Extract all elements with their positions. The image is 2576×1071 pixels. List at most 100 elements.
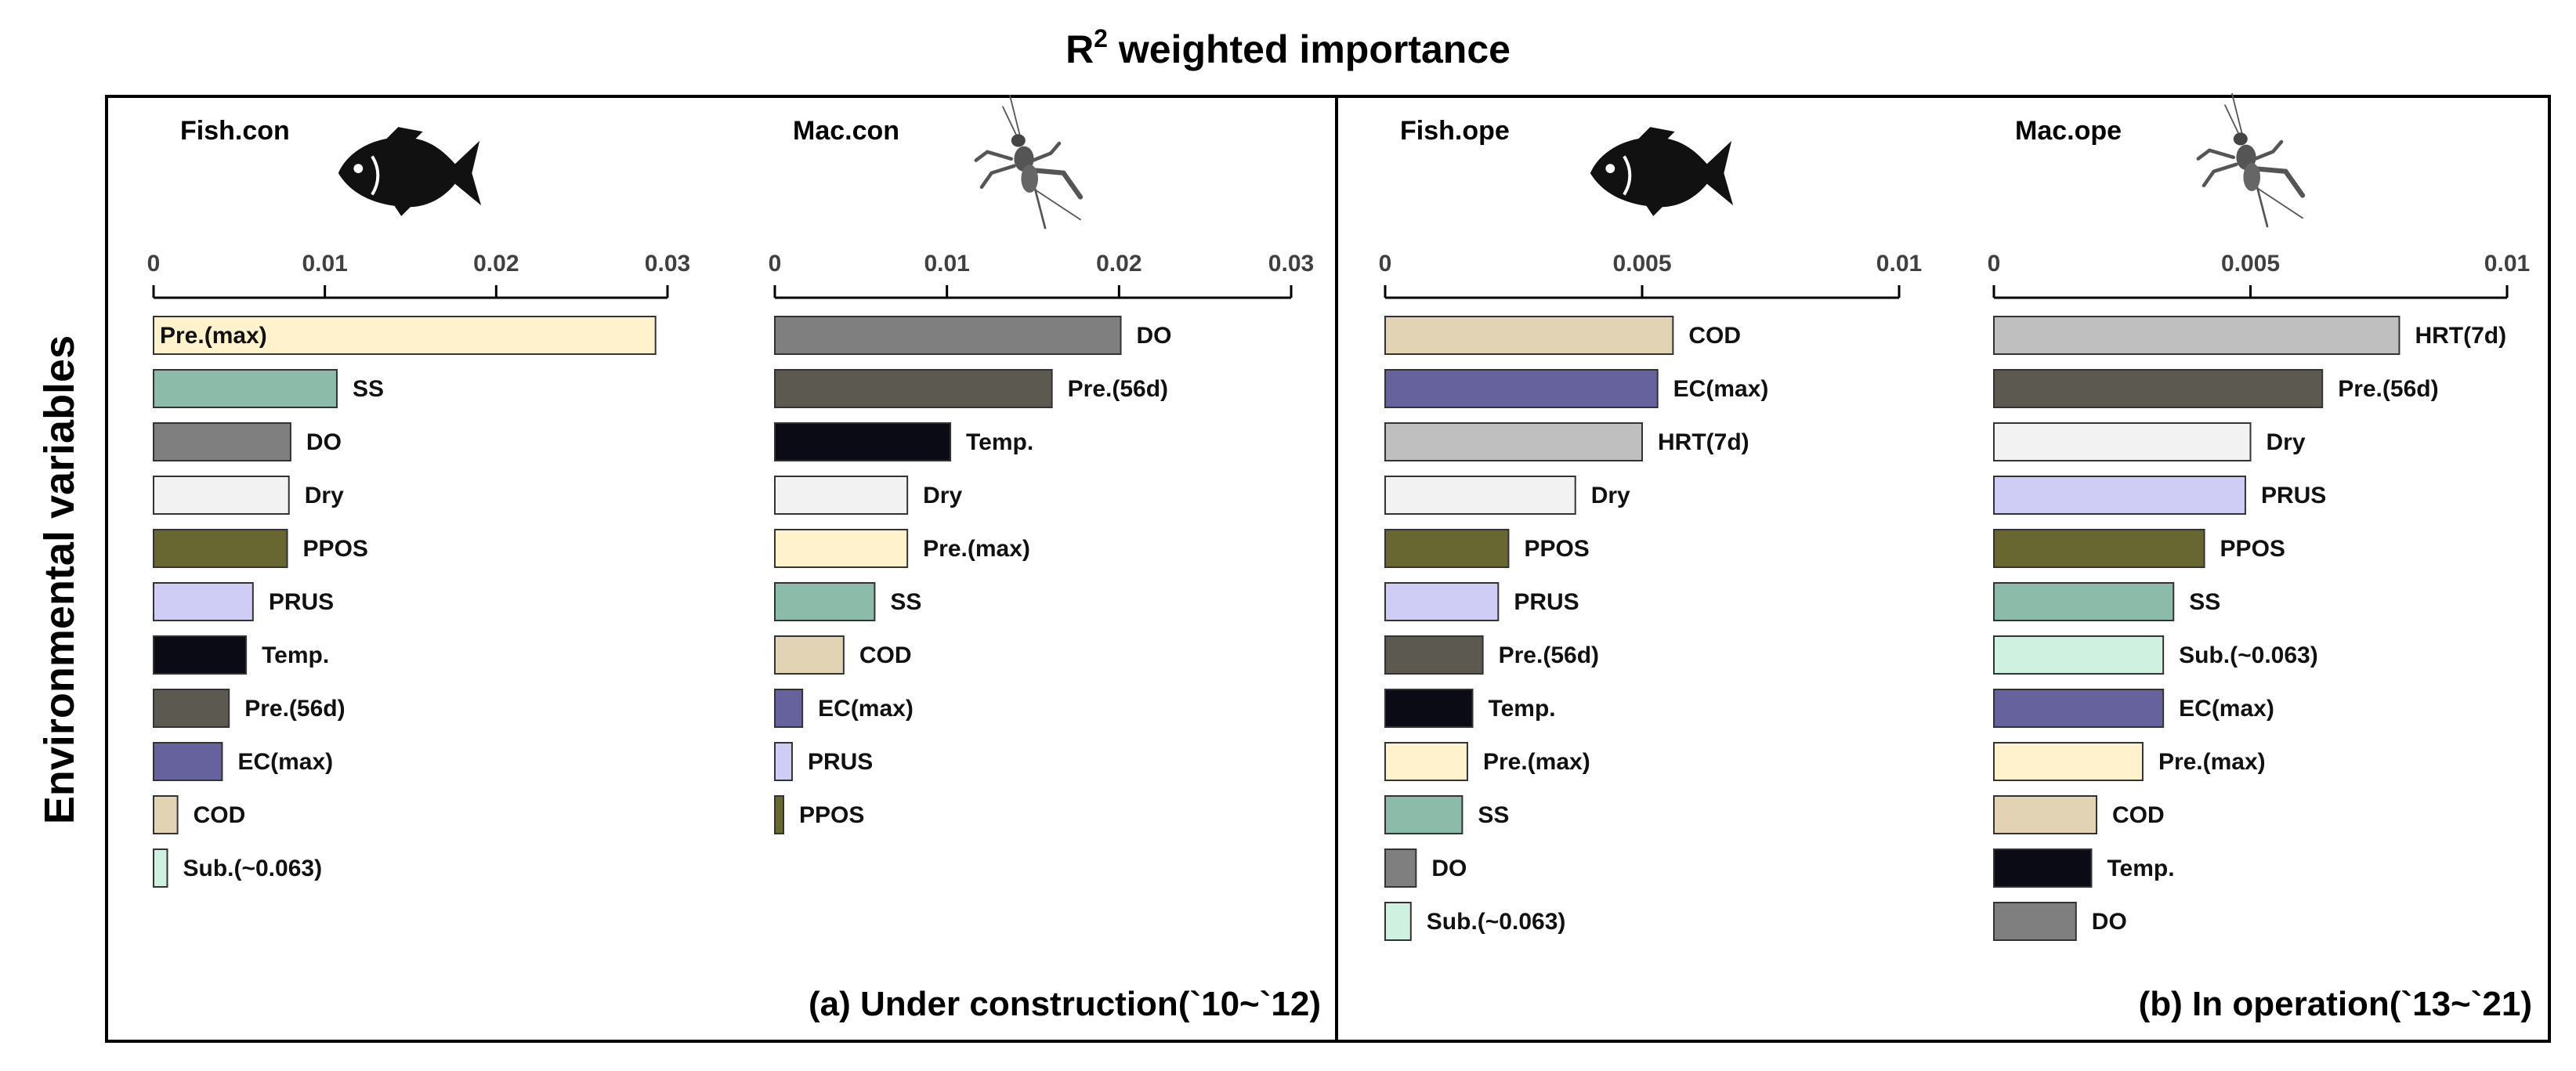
bar-pre-max xyxy=(774,529,909,568)
x-tick-label: 0.005 xyxy=(1612,251,1671,277)
plot-mac-con: 0 0.01 0.02 0.03 DO Pre.(56d) Temp. Dry Pre.(max… xyxy=(769,251,1314,834)
bar-label-pre-56d: Pre.(56d) xyxy=(1068,376,1168,402)
bar-label-dry: Dry xyxy=(923,483,962,508)
bar-label-dry: Dry xyxy=(2267,429,2306,455)
bar-pre-56d xyxy=(774,369,1053,408)
bar-label-sub-0-063: Sub.(~0.063) xyxy=(183,856,322,881)
panel-a-frame xyxy=(105,95,1338,1043)
bar-label-do: DO xyxy=(2092,909,2127,935)
bar-ppos xyxy=(1993,529,2205,568)
figure-title-r: R xyxy=(1065,27,1094,71)
bar-label-temp: Temp. xyxy=(966,429,1033,455)
bar-prus xyxy=(1384,582,1500,621)
y-axis-label: Environmental variables xyxy=(36,335,83,824)
subplot-title-fish-ope: Fish.ope xyxy=(1400,116,1510,146)
bar-label-ss: SS xyxy=(2189,589,2220,615)
bar-label-ec-max: EC(max) xyxy=(2179,696,2274,722)
bar-dry xyxy=(774,476,909,515)
bar-ss xyxy=(1384,795,1463,834)
bar-label-dry: Dry xyxy=(305,483,344,508)
panel-b-caption: (b) In operation(`13~`21) xyxy=(2139,985,2532,1023)
bar-label-do: DO xyxy=(1431,856,1467,881)
bar-label-hrt-7d: HRT(7d) xyxy=(2415,323,2506,349)
subplot-title-mac-ope: Mac.ope xyxy=(2015,116,2122,146)
bar-sub-0-063 xyxy=(1384,902,1412,941)
bar-label-pre-56d: Pre.(56d) xyxy=(244,696,345,722)
bar-label-cod: COD xyxy=(2112,802,2165,828)
bar-ss xyxy=(1993,582,2175,621)
bar-label-cod: COD xyxy=(194,802,246,828)
plot-mac-ope: 0 0.005 0.01 HRT(7d) Pre.(56d) Dry PRUS PPOS SS S… xyxy=(1988,251,2530,941)
x-tick-label: 0.005 xyxy=(2221,251,2280,277)
bar-label-ss: SS xyxy=(353,376,384,402)
bar-prus xyxy=(1993,476,2246,515)
x-tick-label: 0 xyxy=(147,251,161,277)
bar-ss xyxy=(153,369,338,408)
bar-hrt-7d xyxy=(1384,422,1643,461)
x-tick-label: 0.01 xyxy=(302,251,347,277)
bar-ppos xyxy=(1384,529,1510,568)
bar-label-cod: COD xyxy=(1688,323,1741,349)
bar-sub-0-063 xyxy=(153,848,168,888)
bar-label-temp: Temp. xyxy=(1489,696,1556,722)
bar-ec-max xyxy=(153,742,223,781)
bar-ppos xyxy=(774,795,784,834)
bar-label-ec-max: EC(max) xyxy=(818,696,914,722)
bar-label-sub-0-063: Sub.(~0.063) xyxy=(1427,909,1566,935)
bar-label-ppos: PPOS xyxy=(303,536,368,562)
bar-label-ppos: PPOS xyxy=(2220,536,2285,562)
bar-cod xyxy=(153,795,179,834)
bar-label-pre-56d: Pre.(56d) xyxy=(2338,376,2438,402)
bar-prus xyxy=(153,582,254,621)
bar-temp xyxy=(153,635,248,675)
x-tick-label: 0.02 xyxy=(1096,251,1141,277)
bar-dry xyxy=(1993,422,2252,461)
figure-title: R2 weighted importance xyxy=(1065,24,1511,71)
bar-label-ss: SS xyxy=(1478,802,1509,828)
bar-do xyxy=(1993,902,2077,941)
bar-sub-0-063 xyxy=(1993,635,2165,675)
bar-cod xyxy=(1384,316,1674,355)
x-tick-label: 0.01 xyxy=(1876,251,1922,277)
x-tick-label: 0.03 xyxy=(1268,251,1314,277)
bar-label-ec-max: EC(max) xyxy=(237,749,333,775)
x-tick-label: 0.03 xyxy=(645,251,690,277)
bar-label-prus: PRUS xyxy=(808,749,873,775)
panel-b-frame xyxy=(1335,95,2551,1043)
bar-temp xyxy=(1993,848,2093,888)
bar-label-prus: PRUS xyxy=(2261,483,2326,508)
bar-label-ppos: PPOS xyxy=(799,802,864,828)
bar-temp xyxy=(1384,689,1474,728)
bar-label-ppos: PPOS xyxy=(1524,536,1589,562)
bar-label-ec-max: EC(max) xyxy=(1673,376,1769,402)
cricket-icon xyxy=(976,96,1080,228)
bar-label-do: DO xyxy=(306,429,342,455)
bar-label-pre-56d: Pre.(56d) xyxy=(1499,642,1599,668)
bar-pre-56d xyxy=(153,689,230,728)
bar-label-prus: PRUS xyxy=(1514,589,1579,615)
bar-dry xyxy=(1384,476,1576,515)
x-tick-label: 0 xyxy=(769,251,782,277)
figure-title-superscript: 2 xyxy=(1094,24,1108,52)
bar-label-pre-max: Pre.(max) xyxy=(923,536,1030,562)
bar-ec-max xyxy=(1993,689,2165,728)
bar-ec-max xyxy=(774,689,804,728)
bar-do xyxy=(774,316,1122,355)
figure-title-rest: weighted importance xyxy=(1108,27,1511,71)
subplot-title-mac-con: Mac.con xyxy=(793,116,899,146)
plot-fish-con: 0 0.01 0.02 0.03 Pre.(max) SS DO Dry PPOS PRUS Tem… xyxy=(147,251,690,888)
fish-icon xyxy=(1588,125,1735,218)
cricket-icon xyxy=(2198,94,2303,226)
x-tick-label: 0.01 xyxy=(924,251,969,277)
bar-prus xyxy=(774,742,793,781)
bar-pre-56d xyxy=(1384,635,1484,675)
bar-ppos xyxy=(153,529,288,568)
bar-do xyxy=(1384,848,1417,888)
x-tick-label: 0 xyxy=(1988,251,2001,277)
bar-label-temp: Temp. xyxy=(262,642,329,668)
bar-cod xyxy=(1993,795,2097,834)
bar-pre-max xyxy=(1384,742,1468,781)
bar-label-prus: PRUS xyxy=(269,589,334,615)
bar-label-hrt-7d: HRT(7d) xyxy=(1658,429,1749,455)
